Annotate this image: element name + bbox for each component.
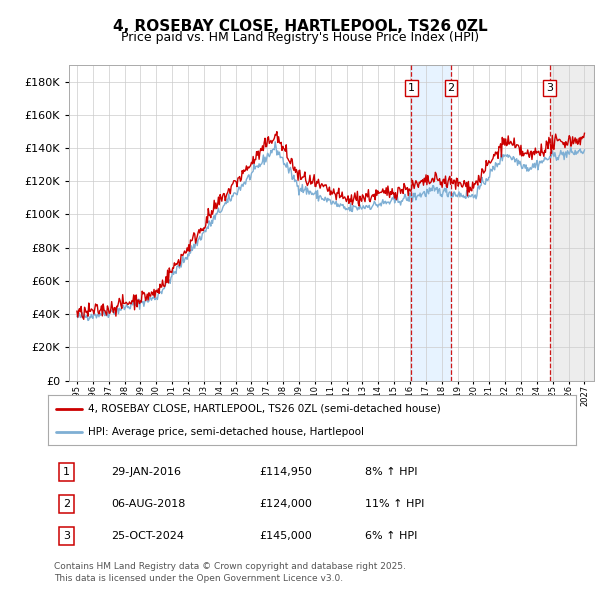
Text: £114,950: £114,950 (259, 467, 312, 477)
Text: 11% ↑ HPI: 11% ↑ HPI (365, 499, 424, 509)
Text: HPI: Average price, semi-detached house, Hartlepool: HPI: Average price, semi-detached house,… (88, 427, 364, 437)
Text: 2: 2 (63, 499, 70, 509)
Text: 25-OCT-2024: 25-OCT-2024 (112, 531, 184, 541)
Text: 1: 1 (408, 83, 415, 93)
Text: 06-AUG-2018: 06-AUG-2018 (112, 499, 186, 509)
Text: 3: 3 (63, 531, 70, 541)
Text: 3: 3 (546, 83, 553, 93)
Text: 29-JAN-2016: 29-JAN-2016 (112, 467, 181, 477)
Text: 8% ↑ HPI: 8% ↑ HPI (365, 467, 418, 477)
Text: 4, ROSEBAY CLOSE, HARTLEPOOL, TS26 0ZL (semi-detached house): 4, ROSEBAY CLOSE, HARTLEPOOL, TS26 0ZL (… (88, 404, 440, 414)
Text: 2: 2 (448, 83, 454, 93)
Text: 1: 1 (63, 467, 70, 477)
Text: 4, ROSEBAY CLOSE, HARTLEPOOL, TS26 0ZL: 4, ROSEBAY CLOSE, HARTLEPOOL, TS26 0ZL (113, 19, 487, 34)
Text: £124,000: £124,000 (259, 499, 312, 509)
Text: 6% ↑ HPI: 6% ↑ HPI (365, 531, 417, 541)
Text: Price paid vs. HM Land Registry's House Price Index (HPI): Price paid vs. HM Land Registry's House … (121, 31, 479, 44)
Text: Contains HM Land Registry data © Crown copyright and database right 2025.
This d: Contains HM Land Registry data © Crown c… (54, 562, 406, 583)
Bar (550, 65, 594, 381)
Text: £145,000: £145,000 (259, 531, 312, 541)
Bar (411, 65, 451, 381)
